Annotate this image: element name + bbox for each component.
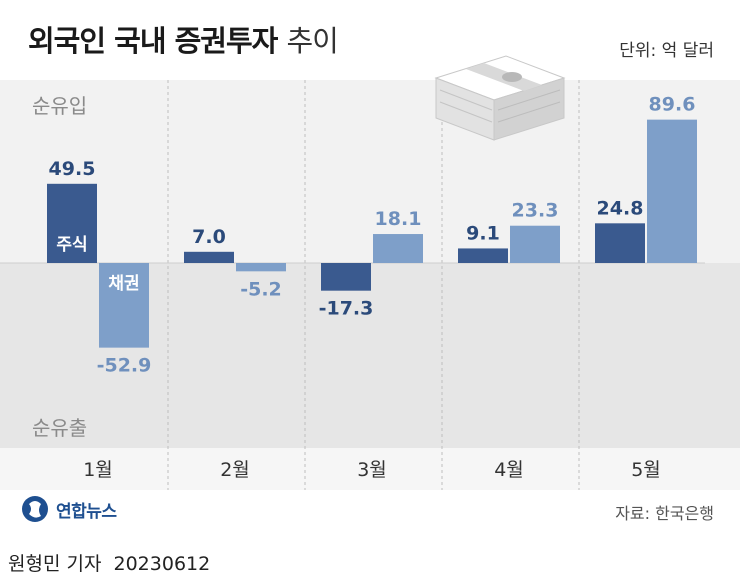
value-label-bond: 23.3 [512, 200, 559, 222]
bars-layer [47, 119, 697, 348]
category-label: 3월 [357, 459, 387, 481]
yonhap-logo-icon [22, 496, 48, 522]
value-label-stock: 9.1 [466, 222, 500, 244]
title-main: 외국인 국내 증권투자 [28, 24, 278, 58]
month-dividers [167, 80, 580, 490]
legend-stock: 주식 [56, 235, 87, 255]
money-stack-icon [434, 55, 566, 141]
outflow-label: 순유출 [32, 416, 88, 440]
category-label: 4월 [494, 459, 524, 481]
source-label: 자료: 한국은행 [615, 504, 714, 523]
value-label-stock: 24.8 [597, 197, 644, 219]
category-band [0, 448, 740, 490]
bar-stock-2월 [184, 251, 234, 263]
value-label-bond: -5.2 [240, 278, 282, 300]
value-label-stock: 49.5 [49, 158, 96, 180]
bar-bond-4월 [510, 225, 560, 263]
bar-stock-4월 [458, 248, 508, 263]
bar-bond-1월 [99, 263, 149, 348]
category-label: 2월 [220, 459, 250, 481]
credit-date: 20230612 [113, 553, 211, 575]
bar-bond-5월 [647, 119, 697, 263]
category-label: 5월 [631, 459, 661, 481]
bar-stock-3월 [321, 263, 371, 291]
value-label-bond: 89.6 [649, 94, 696, 116]
logo-text: 연합뉴스 [56, 501, 117, 522]
legend-bond: 채권 [108, 274, 139, 294]
bar-stock-5월 [595, 223, 645, 263]
yonhap-logo: 연합뉴스 [20, 494, 117, 524]
category-labels: 1월 2월 3월 4월 5월 [83, 459, 661, 481]
bar-bond-2월 [236, 263, 286, 272]
credit-author: 원형민 기자 [8, 553, 102, 575]
credit-line: 원형민 기자 20230612 [8, 549, 210, 576]
title-sub: 추이 [286, 24, 338, 58]
value-label-bond: 18.1 [375, 208, 422, 230]
labels-layer: 49.5 7.0 -17.3 9.1 24.8 -52.9 -5.2 18.1 23.3 89.6… [49, 94, 696, 377]
category-label: 1월 [83, 459, 113, 481]
value-label-bond: -52.9 [97, 355, 152, 377]
inflow-label: 순유입 [32, 94, 88, 118]
value-label-stock: 7.0 [192, 226, 226, 248]
value-label-stock: -17.3 [319, 298, 374, 320]
chart-title: 외국인 국내 증권투자 추이 [28, 18, 339, 60]
bar-bond-3월 [373, 234, 423, 263]
unit-label: 단위: 억 달러 [619, 41, 714, 61]
bar-stock-1월 [47, 183, 97, 263]
